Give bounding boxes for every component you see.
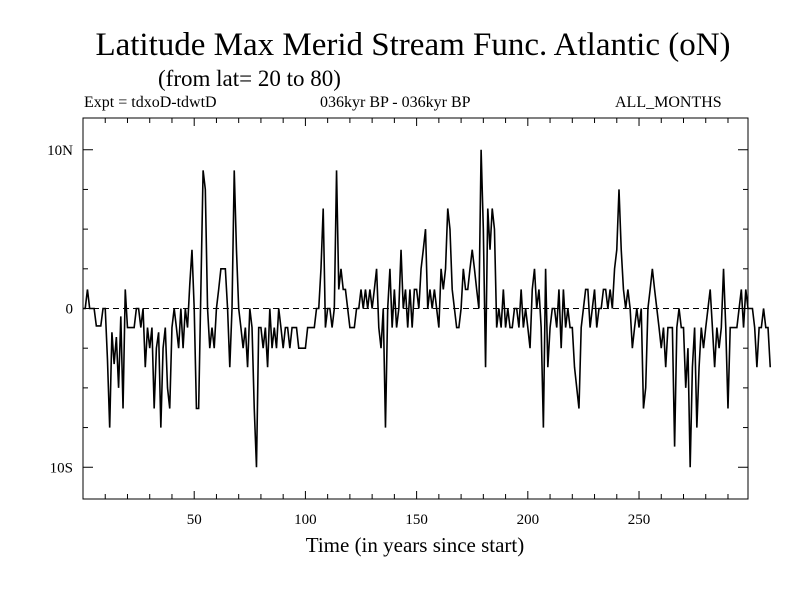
x-tick-label: 150	[405, 512, 428, 528]
chart-subtitle: (from lat= 20 to 80)	[158, 66, 341, 91]
months-label: ALL_MONTHS	[615, 94, 722, 111]
y-tick-label: 0	[66, 302, 74, 318]
period-label: 036kyr BP - 036kyr BP	[320, 94, 471, 111]
x-tick-label: 100	[294, 512, 317, 528]
chart-title: Latitude Max Merid Stream Func. Atlantic…	[95, 27, 731, 63]
x-tick-label: 200	[517, 512, 540, 528]
series-line	[83, 149, 772, 468]
axis-ticks	[83, 118, 748, 499]
y-tick-label: 10S	[50, 460, 73, 476]
y-tick-label: 10N	[47, 143, 73, 159]
experiment-label: Expt = tdxoD-tdwtD	[84, 94, 217, 111]
axis-tick-labels: 50 100 150 200 250 10N 0 10S	[47, 143, 650, 528]
x-axis-title: Time (in years since start)	[306, 533, 525, 557]
x-tick-label: 250	[628, 512, 651, 528]
x-tick-label: 50	[187, 512, 202, 528]
